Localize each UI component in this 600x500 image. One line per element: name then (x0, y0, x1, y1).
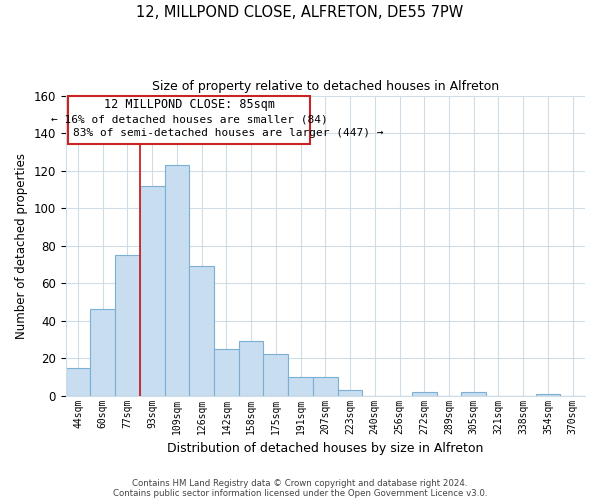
Bar (65, 368, 91, 396)
Bar (214, 349, 239, 396)
Bar (288, 377, 313, 396)
Bar (115, 255, 140, 396)
Bar (239, 341, 263, 396)
Text: ← 16% of detached houses are smaller (84): ← 16% of detached houses are smaller (84… (51, 115, 328, 125)
Bar (190, 266, 214, 396)
Bar (536, 394, 560, 396)
Bar (338, 390, 362, 396)
Text: 83% of semi-detached houses are larger (447) →: 83% of semi-detached houses are larger (… (73, 128, 383, 138)
Bar (263, 354, 288, 396)
X-axis label: Distribution of detached houses by size in Alfreton: Distribution of detached houses by size … (167, 442, 484, 455)
Text: 12 MILLPOND CLOSE: 85sqm: 12 MILLPOND CLOSE: 85sqm (104, 98, 275, 112)
Text: Contains public sector information licensed under the Open Government Licence v3: Contains public sector information licen… (113, 488, 487, 498)
Bar (91, 310, 115, 396)
FancyBboxPatch shape (68, 96, 310, 144)
Bar (140, 186, 164, 396)
Bar (461, 392, 486, 396)
Y-axis label: Number of detached properties: Number of detached properties (15, 152, 28, 338)
Bar (412, 392, 437, 396)
Bar (164, 165, 190, 396)
Title: Size of property relative to detached houses in Alfreton: Size of property relative to detached ho… (152, 80, 499, 93)
Text: 12, MILLPOND CLOSE, ALFRETON, DE55 7PW: 12, MILLPOND CLOSE, ALFRETON, DE55 7PW (136, 5, 464, 20)
Text: Contains HM Land Registry data © Crown copyright and database right 2024.: Contains HM Land Registry data © Crown c… (132, 478, 468, 488)
Bar (313, 377, 338, 396)
